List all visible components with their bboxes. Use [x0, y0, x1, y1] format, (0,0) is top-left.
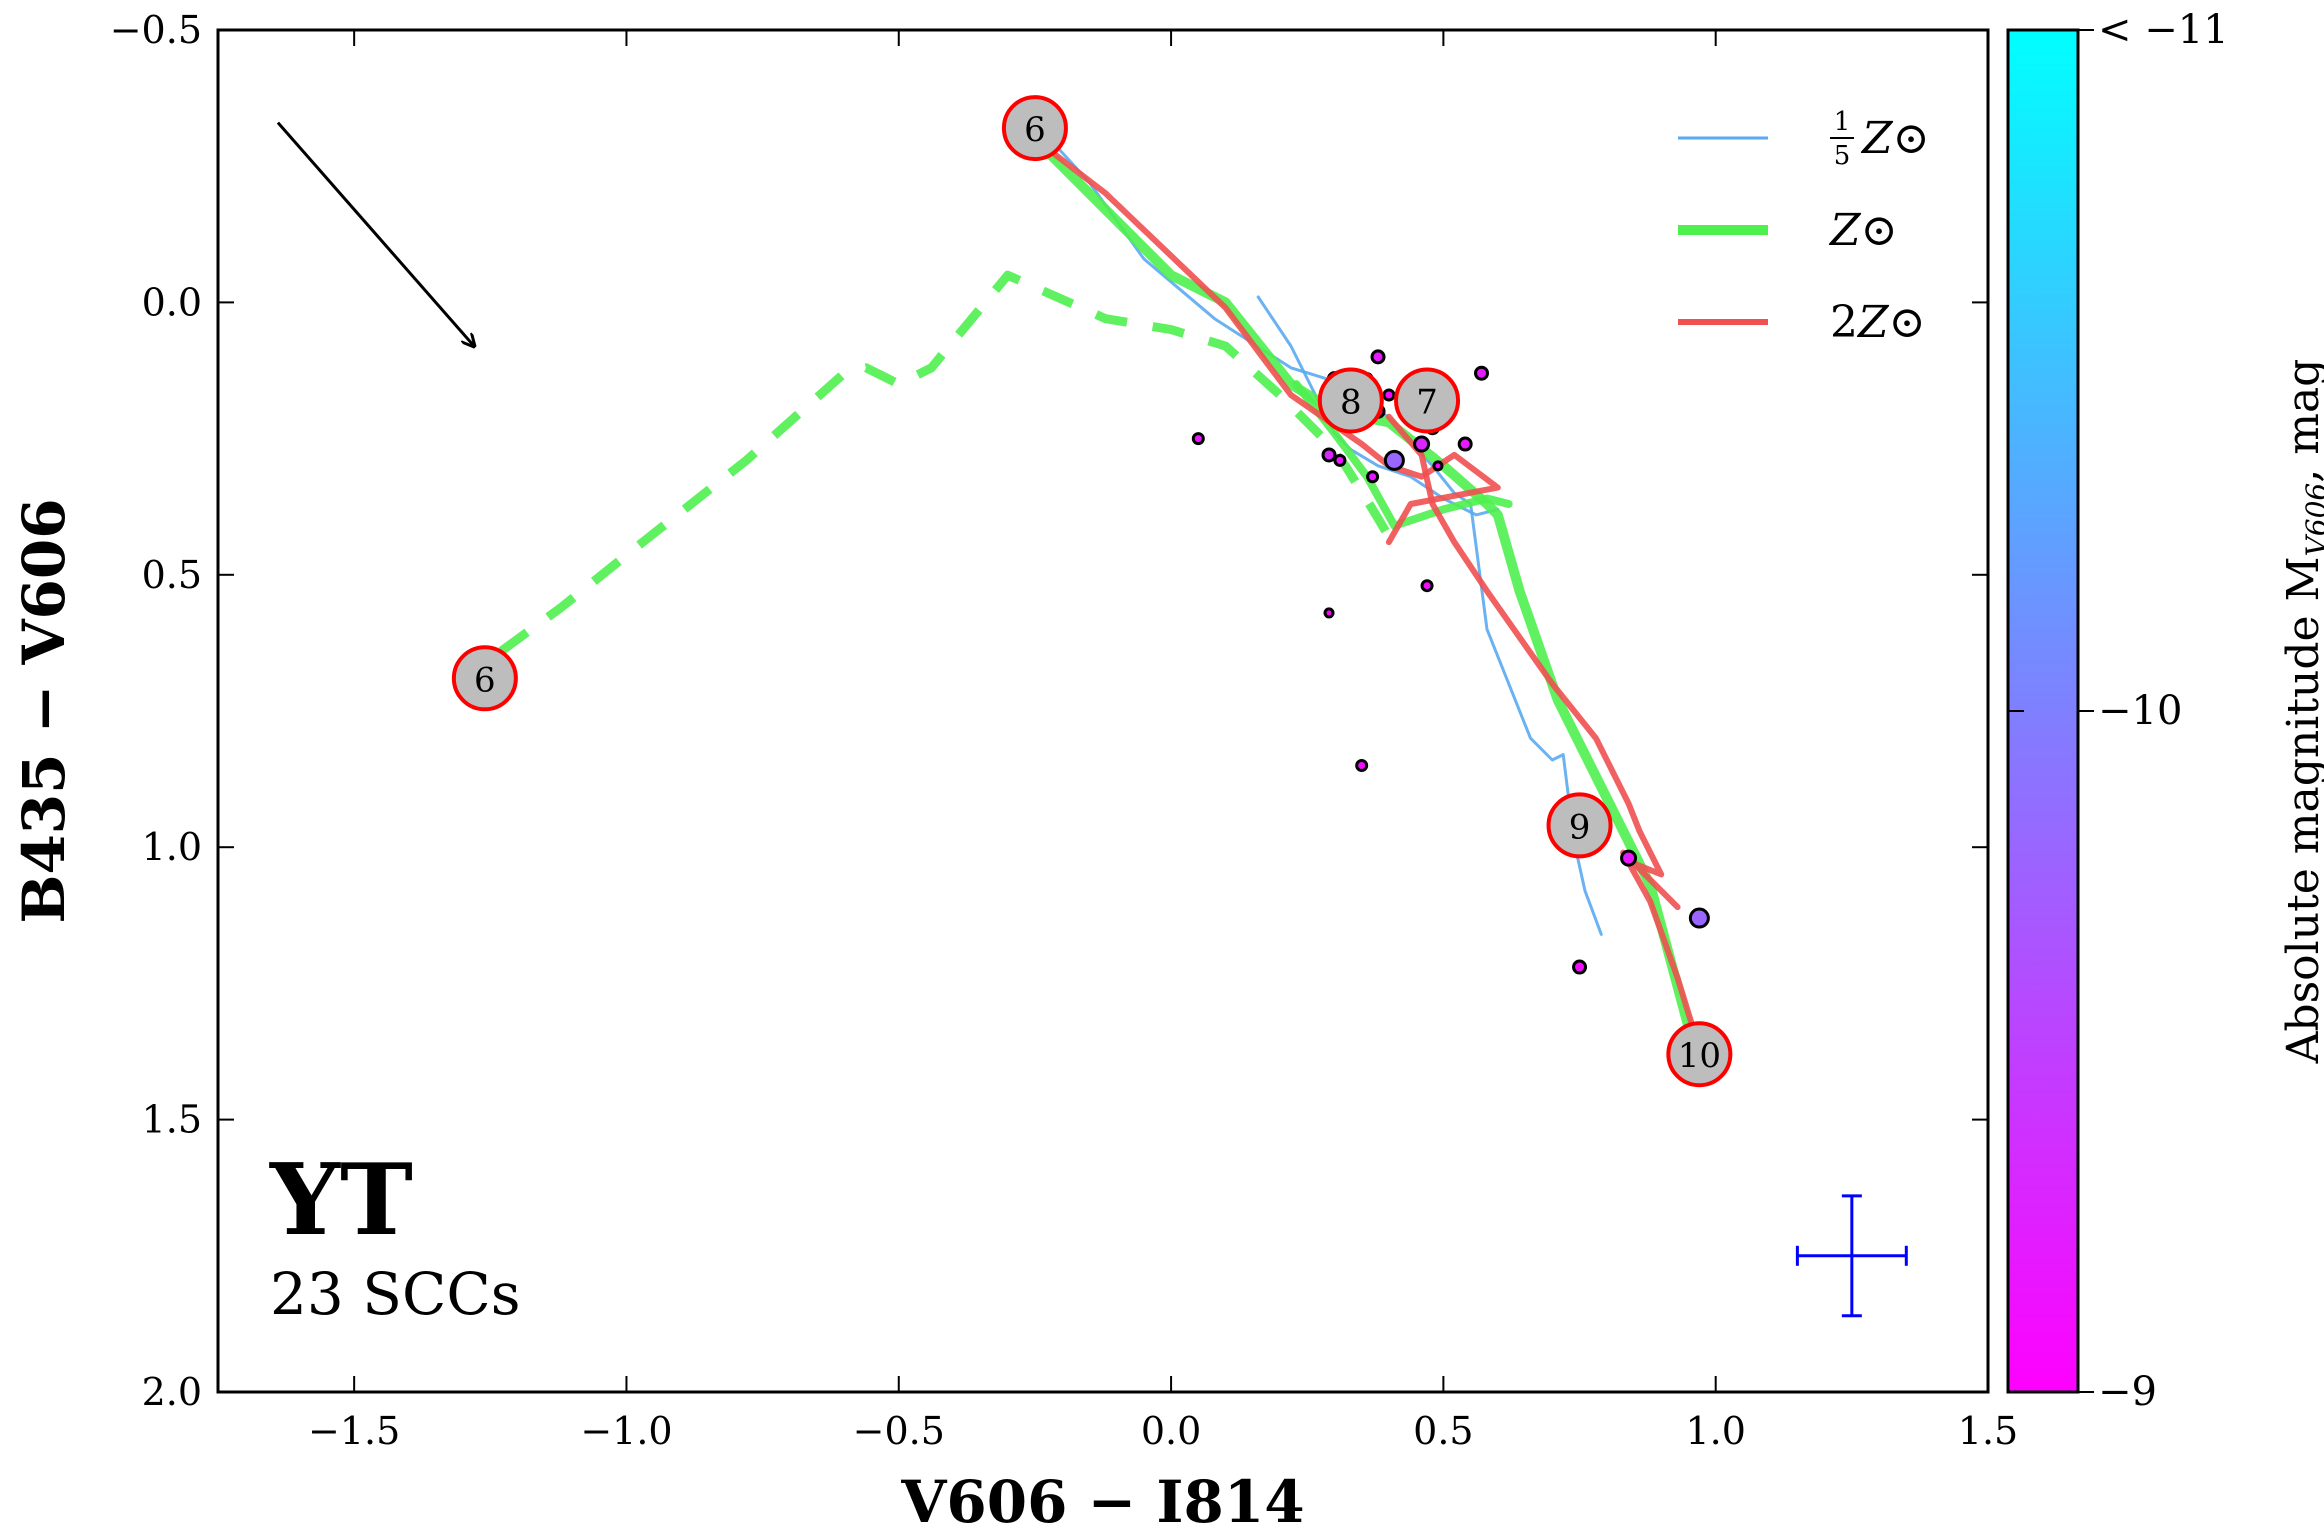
age-marker-0 — [1001, 95, 1068, 162]
legend: 15 Z⊙Z⊙2 Z⊙ — [1678, 107, 1929, 348]
series-line-3 — [1292, 380, 1513, 530]
colorbar-title-main: Absolute magnitude M — [2278, 556, 2324, 1064]
x-tick-label-6: 1.5 — [1958, 1409, 2018, 1453]
y-tick-label-3: 1.0 — [142, 825, 202, 869]
colorbar-tick-label-2: −9 — [2098, 1369, 2157, 1415]
cluster-point-3 — [1370, 349, 1386, 365]
age-marker-5 — [1666, 1021, 1733, 1088]
series-line-6 — [1385, 413, 1681, 911]
cluster-point-9 — [1383, 449, 1405, 471]
legend-label-0: Z⊙ — [1860, 113, 1929, 164]
reddening-arrow — [276, 121, 474, 346]
x-tick-label-0: −1.5 — [308, 1409, 400, 1453]
model-tracks — [498, 121, 1703, 1052]
x-tick-label-5: 1.0 — [1685, 1409, 1745, 1453]
age-marker-label-2: 8 — [1340, 382, 1362, 422]
y-tick-label-0: −0.5 — [110, 8, 202, 52]
cluster-point-19 — [1620, 849, 1638, 867]
age-marker-2 — [1317, 367, 1384, 434]
x-axis-title: V606 − I814 — [900, 1468, 1304, 1536]
age-markers: 6 6 8 7 9 10 — [451, 95, 1733, 1088]
age-marker-label-0: 6 — [1024, 110, 1046, 150]
age-marker-1 — [451, 645, 518, 712]
legend-frac-num-0: 1 — [1834, 107, 1851, 137]
colorbar-ticks: < −11 −10 −9 — [2008, 7, 2229, 1415]
age-marker-4 — [1546, 792, 1613, 859]
cluster-point-8 — [1366, 470, 1380, 484]
cluster-point-20 — [1688, 907, 1710, 929]
legend-frac-den-0: 5 — [1834, 141, 1851, 171]
panel-text: YT 23 SCCs V606 − I814 B435 − V606 — [10, 498, 1305, 1536]
axis-ticks: −1.5 −1.0 −0.5 0.0 0.5 1.0 1.5 −0.5 0.0 0.5 1.0 1.5… — [110, 8, 2019, 1453]
series-line-7 — [1620, 849, 1703, 1052]
series-line-0 — [1033, 121, 1603, 936]
legend-label-1: Z⊙ — [1828, 205, 1897, 256]
y-axis-title: B435 − V606 — [10, 498, 78, 923]
colorbar: < −11 −10 −9 Absolute magnitude MV606, mag — [2006, 7, 2324, 1415]
y-tick-label-5: 2.0 — [142, 1370, 202, 1414]
series-line-2 — [1029, 134, 1694, 1032]
cluster-points — [1191, 349, 1710, 975]
age-marker-label-3: 7 — [1416, 382, 1438, 422]
panel-title: YT — [269, 1143, 413, 1258]
legend-label-2: Z⊙ — [1856, 297, 1925, 348]
cluster-point-15 — [1474, 365, 1490, 381]
cluster-point-14 — [1457, 436, 1473, 452]
cluster-point-18 — [1355, 758, 1369, 772]
age-marker-label-1: 6 — [474, 660, 496, 700]
colorbar-tick-label-1: −10 — [2098, 688, 2182, 734]
colorbar-title: Absolute magnitude MV606, mag — [2278, 359, 2324, 1065]
colorbar-tick-label-0: < −11 — [2098, 7, 2229, 53]
colorbar-title-suffix: , mag — [2278, 359, 2324, 483]
x-tick-label-3: 0.0 — [1141, 1409, 1201, 1453]
y-tick-label-2: 0.5 — [142, 553, 202, 597]
x-tick-label-1: −1.0 — [580, 1409, 672, 1453]
cluster-point-6 — [1321, 447, 1337, 463]
reddening-arrow-layer — [276, 121, 474, 346]
age-marker-label-4: 9 — [1569, 807, 1591, 847]
colorbar-title-sub: V606 — [2300, 483, 2324, 557]
age-marker-label-5: 10 — [1678, 1036, 1721, 1076]
age-marker-3 — [1394, 367, 1461, 434]
cluster-point-12 — [1413, 435, 1431, 453]
x-tick-label-2: −0.5 — [853, 1409, 945, 1453]
cluster-point-5 — [1382, 388, 1396, 402]
cluster-point-0 — [1191, 432, 1205, 446]
cluster-point-13 — [1432, 460, 1444, 472]
y-tick-label-1: 0.0 — [142, 280, 202, 324]
y-tick-label-4: 1.5 — [142, 1098, 202, 1142]
cluster-point-21 — [1572, 959, 1588, 975]
series-line-4 — [498, 270, 1393, 655]
panel-subtitle: 23 SCCs — [270, 1260, 521, 1328]
x-tick-label-4: 0.5 — [1413, 1409, 1473, 1453]
error-bar — [1795, 1194, 1908, 1318]
cluster-point-17 — [1323, 607, 1335, 619]
legend-prefix-2: 2 — [1830, 297, 1858, 348]
cluster-point-7 — [1333, 453, 1347, 467]
plot-frame — [216, 28, 1990, 1394]
cluster-point-16 — [1420, 579, 1434, 593]
